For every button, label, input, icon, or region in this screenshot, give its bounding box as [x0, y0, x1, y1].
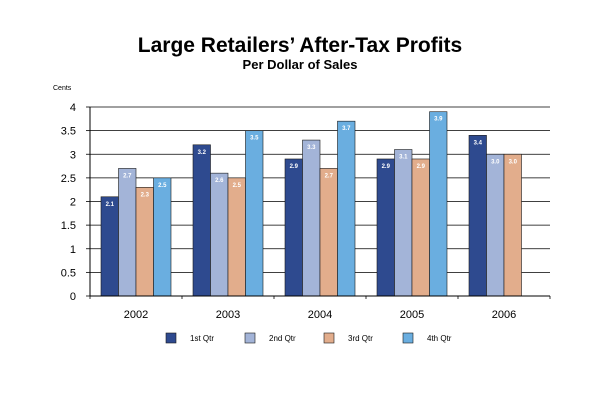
legend-swatch [402, 332, 414, 344]
bar-2006-1st-qtr [468, 135, 487, 297]
bar-2002-4th-qtr [153, 177, 172, 297]
chart-title: Large Retailers’ After-Tax Profits [138, 34, 462, 57]
y-tick-label: 0 [70, 291, 76, 303]
bar-2003-3rd-qtr [227, 177, 246, 297]
legend-label: 4th Qtr [427, 334, 452, 343]
legend-label: 2nd Qtr [269, 334, 296, 343]
y-tick-label: 3 [70, 149, 76, 161]
bar-2005-4th-qtr [429, 111, 448, 297]
chart-subtitle: Per Dollar of Sales [243, 57, 358, 72]
data-label: 3.5 [250, 136, 259, 142]
data-labels: 2.1 3.2 2.9 2.9 3.4 2.7 2.6 3.3 3.1 3.0 2.3 2.5 2.7 2… [106, 117, 518, 208]
bar-2004-3rd-qtr [319, 168, 338, 297]
bar-2002-3rd-qtr [135, 187, 154, 297]
data-label: 3.0 [509, 159, 518, 165]
y-tick-label: 1.5 [61, 220, 76, 232]
data-label: 3.9 [434, 117, 443, 123]
bar-2006-2nd-qtr [486, 153, 505, 297]
x-category-label: 2003 [216, 309, 240, 321]
legend-label: 1st Qtr [190, 334, 214, 343]
bar-2005-1st-qtr [376, 158, 395, 297]
data-label: 2.9 [417, 164, 426, 170]
y-axis-ticks: 0 0.5 1 1.5 2 2.5 3 3.5 4 [61, 102, 90, 303]
data-label: 2.1 [106, 202, 115, 208]
bar-2005-2nd-qtr [394, 149, 413, 297]
data-label: 2.6 [215, 178, 224, 184]
bar-2004-2nd-qtr [302, 139, 321, 297]
data-label: 3.3 [307, 145, 316, 151]
data-label: 3.1 [399, 155, 408, 161]
legend: 1st Qtr 2nd Qtr 3rd Qtr 4th Qtr [165, 332, 452, 344]
bar-2003-4th-qtr [245, 130, 264, 297]
x-category-label: 2002 [124, 309, 148, 321]
y-tick-label: 0.5 [61, 267, 76, 279]
data-label: 2.9 [382, 164, 391, 170]
y-tick-label: 2 [70, 197, 76, 209]
data-label: 2.3 [141, 192, 150, 198]
y-tick-label: 3.5 [61, 126, 76, 138]
legend-swatch [165, 332, 177, 344]
data-label: 3.0 [491, 159, 500, 165]
legend-swatch [244, 332, 256, 344]
x-axis-categories: 2002 2003 2004 2005 2006 [124, 309, 516, 321]
x-category-label: 2005 [400, 309, 424, 321]
data-label: 2.7 [325, 173, 334, 179]
bar-2003-2nd-qtr [210, 172, 229, 297]
bars [100, 111, 522, 297]
data-label: 3.4 [474, 140, 483, 146]
legend-swatch [323, 332, 335, 344]
y-tick-label: 2.5 [61, 173, 76, 185]
bar-2004-1st-qtr [284, 158, 303, 297]
x-category-label: 2004 [308, 309, 332, 321]
data-label: 2.5 [233, 183, 242, 189]
bar-2003-1st-qtr [192, 144, 211, 297]
bar-2004-4th-qtr [337, 120, 356, 297]
y-axis-unit-label: Cents [53, 85, 72, 92]
x-category-label: 2006 [492, 309, 516, 321]
bar-2005-3rd-qtr [411, 158, 430, 297]
data-label: 2.9 [290, 164, 299, 170]
legend-label: 3rd Qtr [348, 334, 373, 343]
y-tick-label: 4 [70, 102, 76, 114]
bar-2002-1st-qtr [100, 196, 119, 297]
bar-2002-2nd-qtr [118, 168, 137, 297]
data-label: 2.5 [158, 183, 167, 189]
data-label: 3.2 [198, 150, 207, 156]
bar-2006-3rd-qtr [503, 153, 522, 297]
data-label: 3.7 [342, 126, 351, 132]
y-tick-label: 1 [70, 244, 76, 256]
axes [89, 107, 551, 299]
data-label: 2.7 [123, 173, 132, 179]
